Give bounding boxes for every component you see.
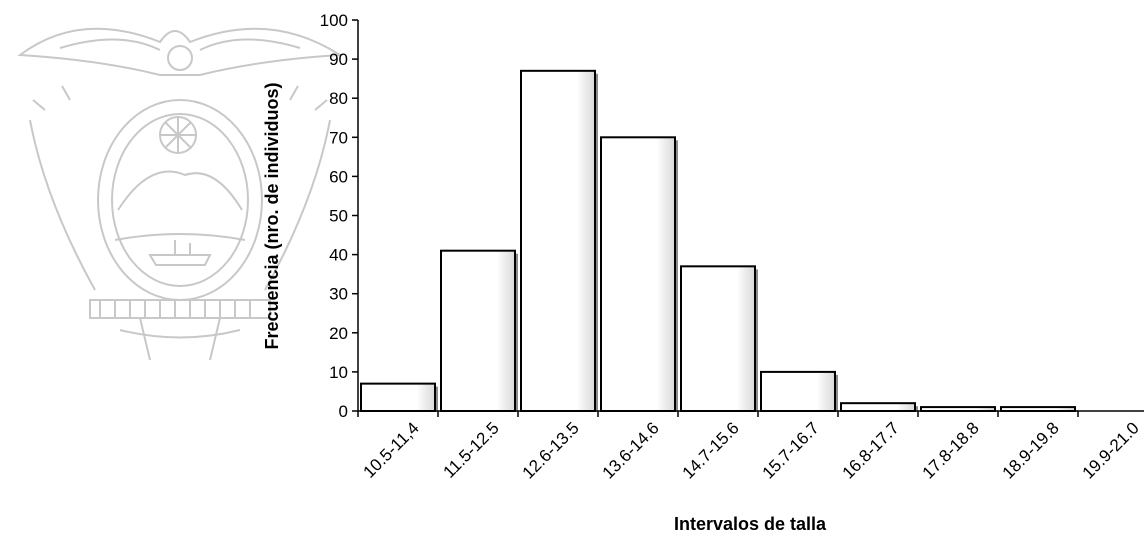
bar (760, 370, 836, 412)
y-tick-label: 20 (329, 324, 348, 343)
y-tick-label: 100 (320, 11, 348, 30)
y-axis-ticks: 0 10 20 30 40 50 60 70 80 90 100 (320, 11, 358, 421)
bar (520, 69, 596, 413)
coat-of-arms-watermark-icon (17, 27, 344, 361)
y-tick-label: 70 (329, 128, 348, 147)
y-axis-title: Frecuencia (nro. de individuos) (262, 82, 282, 349)
x-tick-label: 15.7-16.7 (759, 418, 823, 482)
x-axis-ticks: 10.5-11,4 11.5-12.5 12.6-13.5 13.6-14.6 14.7… (357, 411, 1143, 483)
y-tick-label: 40 (329, 246, 348, 265)
x-tick-label: 18.9-19.8 (999, 418, 1063, 482)
y-tick-label: 90 (329, 50, 348, 69)
y-tick-label: 80 (329, 89, 348, 108)
x-tick-label: 19.9-21.0 (1079, 418, 1143, 482)
x-tick-label: 16.8-17.7 (839, 418, 903, 482)
bar (440, 249, 516, 412)
bar (840, 402, 916, 412)
bar (680, 265, 756, 412)
y-tick-label: 50 (329, 207, 348, 226)
bar (360, 382, 436, 413)
y-tick-label: 60 (329, 167, 348, 186)
x-tick-label: 17.8-18.8 (919, 418, 983, 482)
bar (600, 136, 676, 413)
y-tick-label: 10 (329, 363, 348, 382)
y-tick-label: 30 (329, 285, 348, 304)
x-tick-label: 11.5-12.5 (439, 418, 502, 481)
x-tick-label: 10.5-11,4 (359, 418, 422, 481)
x-axis-title: Intervalos de talla (674, 514, 827, 534)
x-tick-label: 13.6-14.6 (599, 418, 663, 482)
x-tick-label: 14.7-15.6 (679, 418, 743, 482)
bars-group (360, 69, 1078, 413)
x-tick-label: 12.6-13.5 (519, 418, 583, 482)
y-tick-label: 0 (339, 402, 348, 421)
